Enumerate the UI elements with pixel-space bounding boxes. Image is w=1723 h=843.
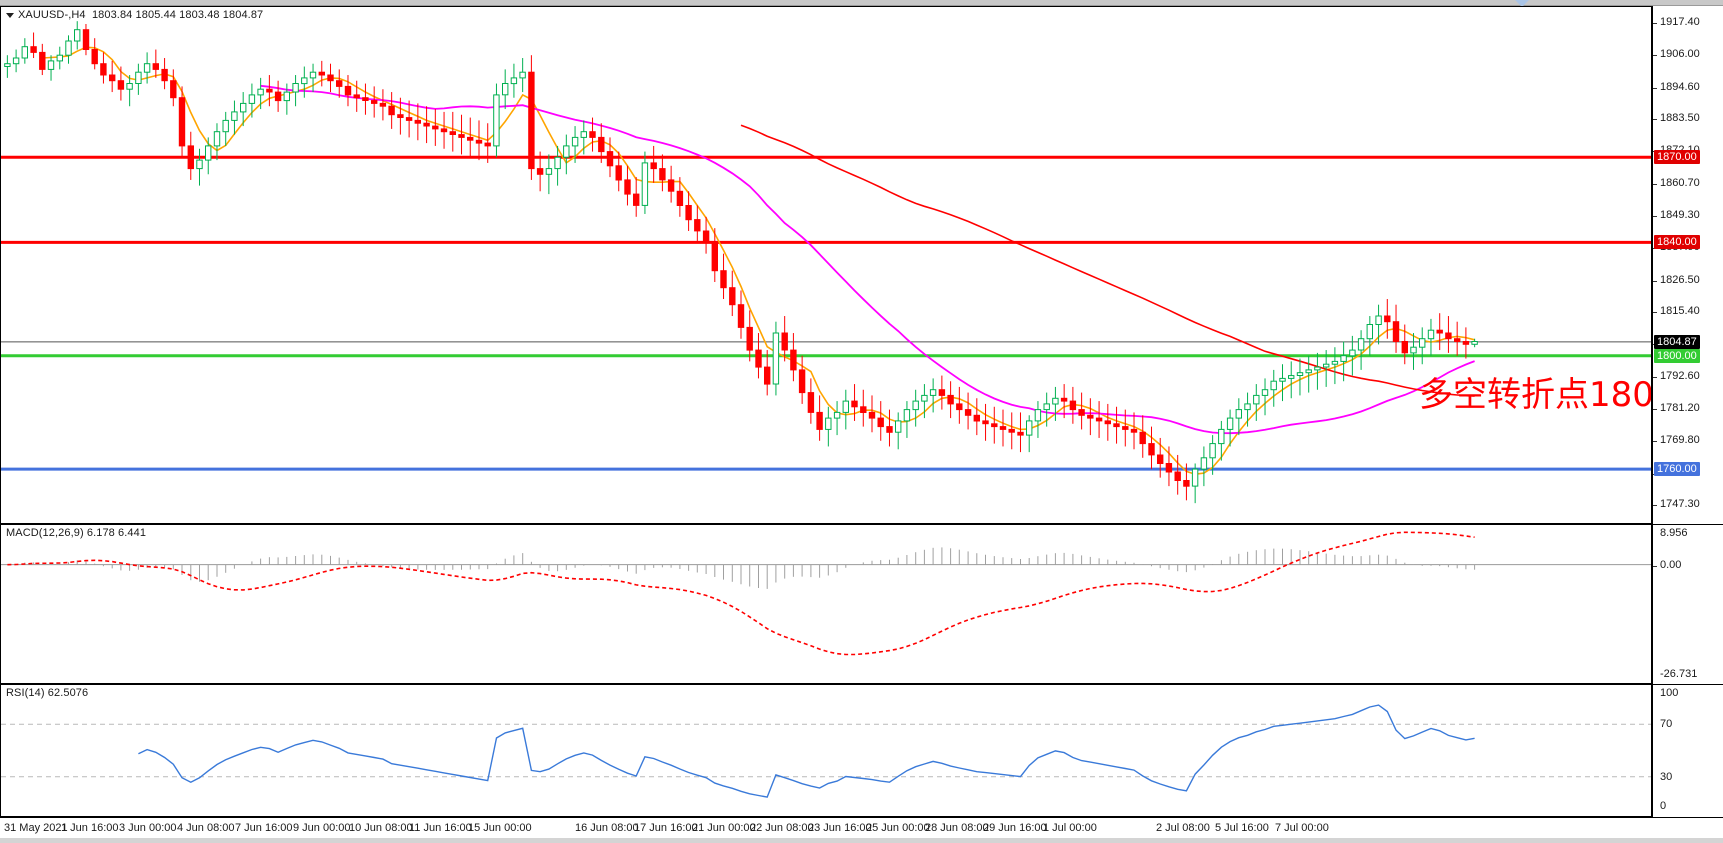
price-pane[interactable]: XAUUSD-,H4 1803.84 1805.44 1803.48 1804.… [0, 6, 1652, 524]
price-scale[interactable]: 1917.401906.001894.601883.501872.101860.… [1652, 6, 1723, 524]
time-axis-label: 22 Jun 08:00 [750, 822, 814, 834]
pivot-line-tag[interactable]: 1800.00 [1654, 348, 1700, 363]
window-bottom-strip [0, 838, 1723, 843]
time-axis-label: 28 Jun 08:00 [925, 822, 989, 834]
time-axis-label: 3 Jun 00:00 [119, 822, 177, 834]
rsi-plot [1, 704, 1651, 798]
time-axis-label: 7 Jun 16:00 [235, 822, 293, 834]
resistance-line-tag[interactable]: 1870.00 [1654, 150, 1700, 165]
time-axis-label: 4 Jun 08:00 [177, 822, 235, 834]
chart-annotation: 多空转折点1800 [1419, 375, 1652, 415]
macd-pane[interactable]: MACD(12,26,9) 6.178 6.441 [0, 524, 1652, 684]
rsi-pane-label: RSI(14) 62.5076 [6, 687, 89, 699]
time-axis-label: 1 Jul 00:00 [1043, 822, 1097, 834]
time-axis-label: 5 Jul 16:00 [1215, 822, 1269, 834]
time-axis-label: 23 Jun 16:00 [808, 822, 872, 834]
time-axis-label: 25 Jun 00:00 [866, 822, 930, 834]
current-price-tag[interactable]: 1804.87 [1654, 334, 1700, 349]
time-axis-label: 17 Jun 16:00 [634, 822, 698, 834]
time-axis-label: 10 Jun 08:00 [349, 822, 413, 834]
resistance-line-tag[interactable]: 1840.00 [1654, 235, 1700, 250]
collapse-triangle-icon[interactable] [1515, 0, 1529, 7]
rsi-scale[interactable]: 100 70 30 0 [1652, 684, 1723, 817]
price-plot [1, 21, 1651, 504]
ohlc-label: 1803.84 1805.44 1803.48 1804.87 [91, 9, 264, 21]
time-axis-label: 31 May 2021 [4, 822, 68, 834]
macd-plot [1, 531, 1651, 656]
rsi-pane[interactable]: RSI(14) 62.5076 [0, 684, 1652, 817]
chevron-down-icon[interactable] [6, 12, 14, 18]
time-axis-label: 16 Jun 08:00 [575, 822, 639, 834]
time-axis-label: 7 Jul 00:00 [1275, 822, 1329, 834]
price-pane-header: XAUUSD-,H4 1803.84 1805.44 1803.48 1804.… [6, 9, 263, 21]
time-axis-label: 21 Jun 00:00 [692, 822, 756, 834]
time-axis-label: 11 Jun 16:00 [409, 822, 472, 834]
time-axis-label: 2 Jul 08:00 [1156, 822, 1210, 834]
macd-scale[interactable]: 8.956 0.00 -26.731 [1652, 524, 1723, 684]
window-top-strip [0, 0, 1723, 6]
time-axis-label: 29 Jun 16:00 [983, 822, 1047, 834]
time-axis-label: 15 Jun 00:00 [468, 822, 532, 834]
support-line-tag[interactable]: 1760.00 [1654, 462, 1700, 477]
symbol-label: XAUUSD-,H4 [18, 9, 86, 21]
time-axis-label: 9 Jun 00:00 [293, 822, 351, 834]
time-axis-label: 1 Jun 16:00 [61, 822, 119, 834]
macd-pane-label: MACD(12,26,9) 6.178 6.441 [6, 527, 147, 539]
